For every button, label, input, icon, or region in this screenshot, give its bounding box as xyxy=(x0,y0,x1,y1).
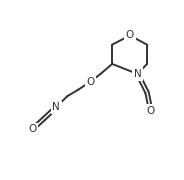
Text: O: O xyxy=(147,106,155,116)
Text: N: N xyxy=(52,102,60,112)
Text: O: O xyxy=(126,30,134,40)
Text: N: N xyxy=(134,69,141,79)
Text: O: O xyxy=(86,77,95,87)
Text: O: O xyxy=(28,124,36,134)
